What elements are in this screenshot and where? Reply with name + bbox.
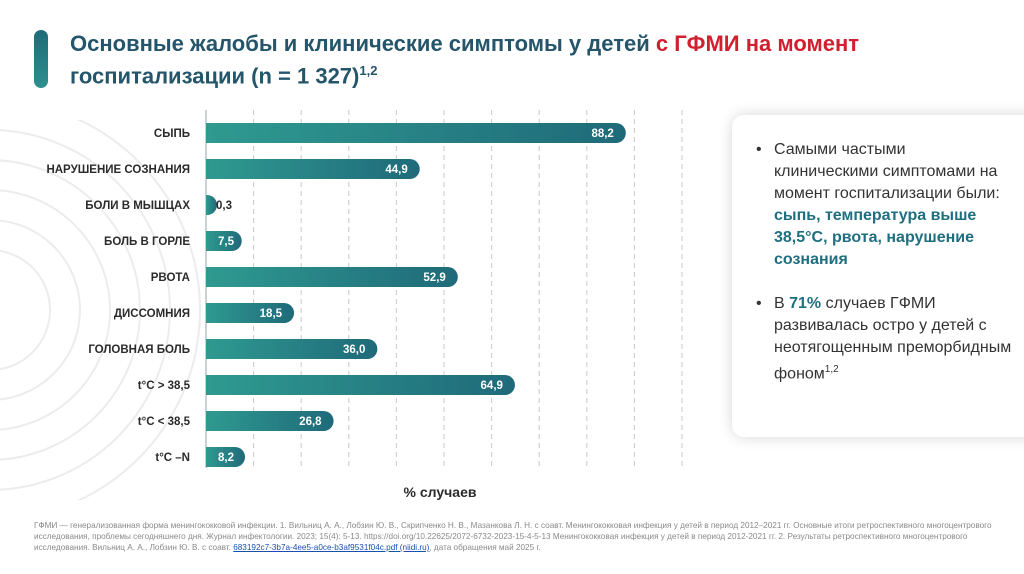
category-label: РВОТА [151,272,190,284]
bar [206,231,242,251]
value-label: 36,0 [343,344,365,356]
bar [206,267,458,287]
footnote: ГФМИ — генерализованная форма менингокок… [34,520,994,553]
footnote-tail: , дата обращения май 2025 г. [429,543,541,552]
category-label: БОЛИ В МЫШЦАХ [85,200,190,212]
bar [206,159,420,179]
value-label: 18,5 [260,308,283,320]
x-axis-label: % случаев [403,484,477,500]
value-label: 0,3 [216,200,232,212]
bullet2-superscript: 1,2 [824,364,839,375]
bullet2-highlight: 71% [789,295,822,312]
bar [206,123,626,143]
value-label: 88,2 [591,128,613,140]
category-label: СЫПЬ [154,128,190,140]
bar [206,339,378,359]
category-label: t°C > 38,5 [138,380,191,392]
category-label: ДИССОМНИЯ [114,308,190,320]
bullet1-highlight: сыпь, температура выше 38,5°С, рвота, на… [774,207,977,268]
title-main: Основные жалобы и клинические симптомы у… [70,31,650,56]
value-label: 52,9 [423,272,445,284]
bullet2-pre: В [774,295,785,312]
value-label: 26,8 [299,416,322,428]
category-label: НАРУШЕНИЕ СОЗНАНИЯ [46,164,190,176]
value-label: 44,9 [385,164,407,176]
bar [206,375,515,395]
value-label: 8,2 [218,452,234,464]
title-line2: госпитализации (n = 1 327) [70,63,360,89]
summary-card: Самыми частыми клиническими симптомами н… [732,115,1024,437]
category-label: t°C –N [155,452,190,464]
bar-chart: СЫПЬ НАРУШЕНИЕ СОЗНАНИЯ БОЛИ В МЫШЦАХ БОЛЬ … [46,110,683,468]
bullet2-post: случаев ГФМИ развивалась остро у детей с… [774,295,1012,383]
category-label: t°C < 38,5 [138,416,191,428]
footnote-text: ГФМИ — генерализованная форма менингокок… [34,521,992,552]
bar [206,447,246,467]
bar [206,411,334,431]
summary-bullet-1: Самыми частыми клиническими симптомами н… [756,139,1012,271]
value-label: 64,9 [481,380,503,392]
category-label: БОЛЬ В ГОРЛЕ [104,236,190,248]
category-label: ГОЛОВНАЯ БОЛЬ [88,344,190,356]
bullet1-text: Самыми частыми клиническими симптомами н… [774,141,1000,202]
footnote-link[interactable]: 683192c7-3b7a-4ee5-a0ce-b3af9531f04c.pdf… [233,543,430,552]
title-accent: с ГФМИ на момент [655,31,860,56]
bar [206,195,217,215]
bar [206,303,295,323]
value-label: 7,5 [218,236,235,248]
title-superscript: 1,2 [359,63,378,78]
summary-bullet-2: В 71% случаев ГФМИ развивалась остро у д… [756,293,1012,385]
title-accent-bar [34,30,48,88]
page-title: Основные жалобы и клинические симптомы у… [70,30,950,89]
